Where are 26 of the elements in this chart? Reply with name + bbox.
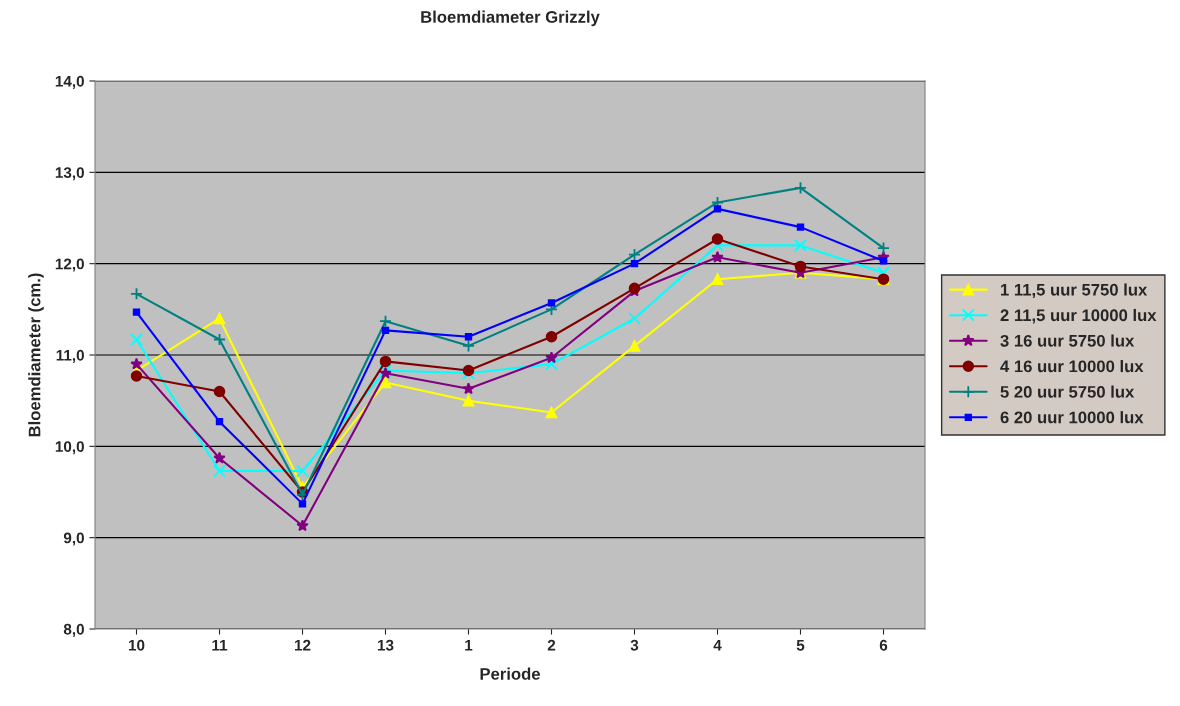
x-tick-label: 13 [377,639,394,651]
x-tick-label: 3 [630,639,639,651]
legend-label: 2 11,5 uur 10000 lux [1000,308,1157,324]
y-tick-label: 10,0 [55,441,84,455]
y-tick-label: 9,0 [63,532,84,546]
y-tick-label: 12,0 [55,258,84,272]
x-tick-label: 4 [713,639,722,651]
y-tick-label: 14,0 [55,75,84,89]
legend-label: 1 11,5 uur 5750 lux [1001,283,1148,299]
y-tick-label: 11,0 [56,349,84,363]
y-tick-label: 13,0 [55,167,84,181]
x-tick-label: 1 [465,639,473,651]
legend-label: 6 20 uur 10000 lux [1000,411,1144,424]
legend-label: 5 20 uur 5750 lux [1000,385,1135,398]
x-tick-label: 10 [128,639,145,651]
x-axis-title: Periode [480,667,540,680]
x-tick-label: 2 [547,639,556,651]
x-tick-label: 12 [294,639,311,651]
chart-title: Bloemdiameter Grizzly [421,10,600,27]
x-tick-label: 6 [879,639,888,651]
y-tick-label: 8,0 [63,623,84,637]
legend-label: 3 16 uur 5750 lux [1000,334,1135,347]
x-tick-label: 11 [212,639,228,651]
y-axis-title: Bloemdiameter (cm.) [28,273,44,437]
x-tick-label: 5 [796,639,805,651]
legend-label: 4 16 uur 10000 lux [1000,360,1144,373]
